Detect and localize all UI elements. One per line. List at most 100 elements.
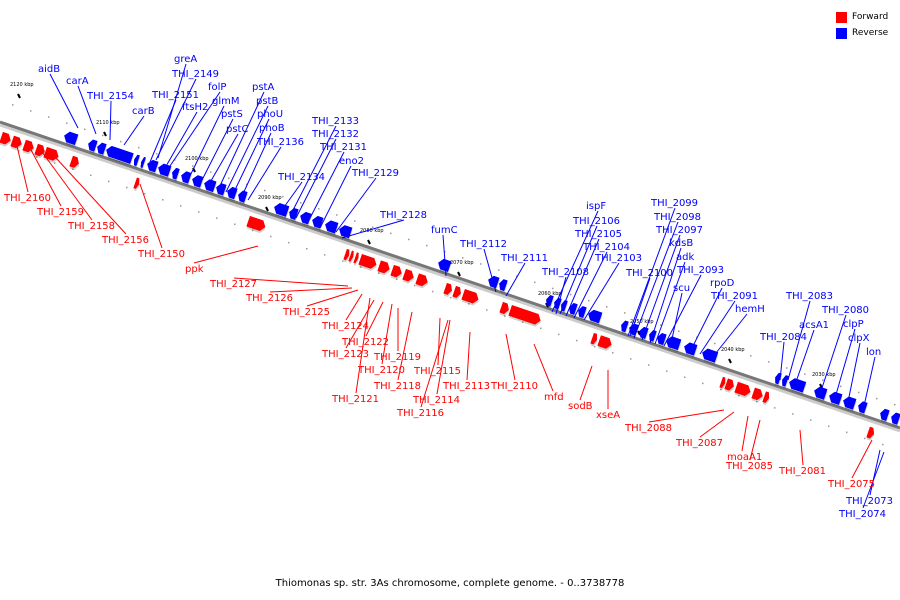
axis-dot bbox=[624, 312, 626, 314]
axis-dot bbox=[612, 352, 614, 354]
axis-dot bbox=[666, 370, 668, 372]
forward-gene-label: THI_2124 bbox=[321, 321, 369, 332]
reverse-gene-label: carA bbox=[66, 76, 89, 87]
reverse-gene-leader bbox=[247, 146, 282, 201]
reverse-gene-leader bbox=[187, 105, 225, 181]
reverse-gene-label: glmM bbox=[212, 96, 240, 107]
forward-gene-leader bbox=[355, 297, 371, 394]
reverse-gene-label: rpoD bbox=[710, 278, 735, 289]
forward-gene-arrow bbox=[443, 282, 453, 297]
axis-dot bbox=[858, 391, 860, 394]
axis-dot bbox=[156, 153, 158, 155]
forward-gene-leader bbox=[749, 419, 761, 461]
reverse-gene-arrow bbox=[88, 139, 98, 154]
reverse-gene-arrow bbox=[621, 320, 629, 335]
forward-gene-arrow bbox=[377, 260, 390, 276]
axis-dot bbox=[540, 327, 542, 330]
reverse-gene-arrow bbox=[639, 326, 649, 342]
forward-gene-label: THI_2118 bbox=[373, 381, 421, 392]
axis-dot bbox=[552, 287, 554, 290]
axis-dot bbox=[216, 217, 218, 219]
tick-label: 2060 kbp bbox=[538, 291, 562, 297]
reverse-gene-arrow bbox=[666, 336, 682, 353]
reverse-gene-arrow bbox=[578, 306, 587, 321]
forward-gene-leader bbox=[436, 319, 451, 395]
forward-gene-leader bbox=[306, 289, 359, 307]
reverse-gene-leader bbox=[341, 219, 405, 239]
reverse-gene-arrow bbox=[325, 220, 339, 236]
reverse-gene-label: THI_2149 bbox=[171, 69, 219, 80]
reverse-gene-arrow bbox=[629, 323, 639, 338]
reverse-gene-leader bbox=[699, 300, 736, 355]
reverse-gene-leader bbox=[583, 262, 620, 321]
forward-gene-arrow bbox=[43, 146, 59, 163]
reverse-gene-arrow bbox=[312, 216, 324, 231]
reverse-gene-arrow bbox=[546, 295, 554, 309]
forward-gene-label: moaA1 bbox=[727, 452, 762, 463]
reverse-gene-arrow bbox=[891, 412, 900, 427]
axis-dot bbox=[450, 296, 452, 299]
reverse-gene-label: THI_2097 bbox=[655, 225, 703, 236]
forward-gene-leader bbox=[851, 439, 873, 479]
reverse-gene-arrow bbox=[554, 297, 562, 312]
reverse-swatch bbox=[836, 27, 847, 39]
reverse-gene-arrow bbox=[181, 171, 192, 186]
axis-dot bbox=[444, 250, 446, 253]
forward-gene-arrow bbox=[415, 273, 428, 289]
reverse-gene-leader bbox=[689, 287, 723, 353]
forward-gene-arrow bbox=[358, 254, 377, 271]
tick-label: 2080 kbp bbox=[360, 228, 384, 234]
reverse-gene-arrow bbox=[814, 386, 828, 402]
axis-dot bbox=[354, 220, 356, 222]
forward-gene-leader bbox=[466, 331, 471, 381]
axis-dot bbox=[264, 189, 266, 192]
reverse-gene-leader bbox=[123, 115, 145, 146]
axis-dot bbox=[48, 116, 50, 118]
axis-dot bbox=[786, 367, 788, 369]
forward-gene-label: mfd bbox=[544, 392, 564, 403]
axis-dot bbox=[12, 104, 14, 106]
axis-dot bbox=[714, 342, 716, 345]
reverse-gene-arrow bbox=[775, 372, 783, 387]
forward-swatch bbox=[836, 11, 847, 23]
forward-gene-leader bbox=[741, 415, 749, 452]
reverse-gene-leader bbox=[559, 225, 598, 315]
axis-dot bbox=[594, 345, 596, 348]
reverse-gene-leader bbox=[207, 133, 239, 187]
forward-gene-label: THI_2110 bbox=[490, 381, 538, 392]
axis-dot bbox=[480, 263, 482, 265]
axis-dot bbox=[66, 122, 68, 124]
forward-gene-leader bbox=[15, 141, 29, 193]
forward-gene-leader bbox=[55, 157, 127, 235]
reverse-gene-leader bbox=[834, 328, 856, 399]
reverse-gene-label: THI_2103 bbox=[594, 253, 642, 264]
reverse-gene-label: THI_2106 bbox=[572, 216, 620, 227]
axis-dot bbox=[876, 397, 878, 400]
reverse-gene-arrow bbox=[158, 163, 172, 179]
reverse-gene-label: THI_2104 bbox=[582, 242, 630, 253]
forward-gene-leader bbox=[269, 287, 353, 293]
forward-gene-label: THI_2087 bbox=[675, 438, 723, 449]
reverse-gene-label: THI_2083 bbox=[785, 291, 833, 302]
axis-dot bbox=[498, 269, 500, 271]
forward-gene-arrow bbox=[10, 135, 23, 151]
reverse-gene-leader bbox=[573, 251, 608, 319]
reverse-gene-label: hemH bbox=[735, 304, 765, 315]
reverse-gene-leader bbox=[551, 210, 599, 313]
reverse-gene-arrow bbox=[172, 167, 180, 182]
reverse-gene-leader bbox=[225, 105, 269, 193]
genome-caption: Thiomonas sp. str. 3As chromosome, compl… bbox=[275, 578, 625, 589]
reverse-gene-leader bbox=[77, 85, 97, 135]
reverse-gene-label: THI_2098 bbox=[653, 212, 701, 223]
reverse-gene-label: THI_2074 bbox=[838, 509, 886, 520]
forward-gene-leader bbox=[139, 183, 163, 249]
reverse-gene-leader bbox=[863, 356, 876, 407]
axis-dot bbox=[72, 168, 74, 170]
reverse-gene-arrow bbox=[227, 187, 238, 202]
forward-gene-leader bbox=[29, 147, 62, 207]
axis-dot bbox=[732, 348, 734, 351]
reverse-gene-label: THI_2128 bbox=[379, 210, 427, 221]
reverse-gene-leader bbox=[565, 238, 600, 317]
reverse-gene-label: THI_2073 bbox=[845, 496, 893, 507]
reverse-gene-arrow bbox=[782, 375, 790, 389]
